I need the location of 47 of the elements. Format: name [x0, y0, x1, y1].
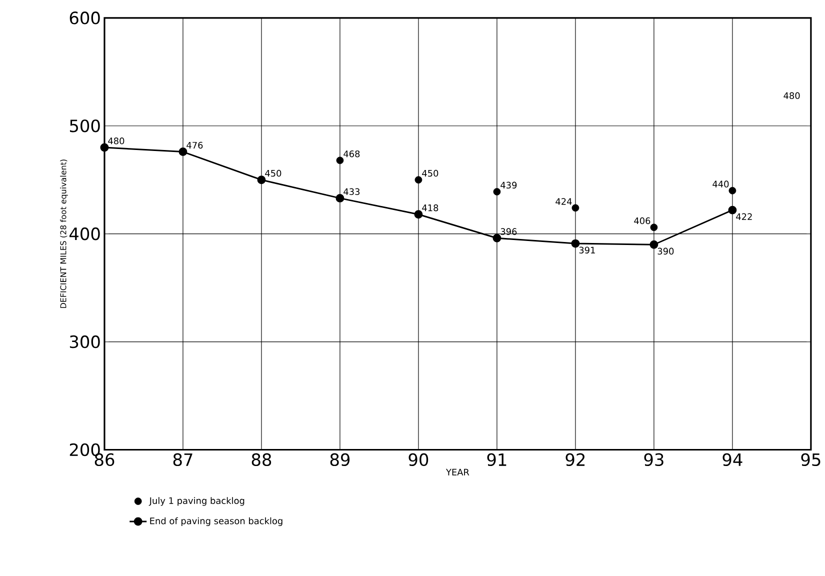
point	[257, 176, 266, 184]
point	[414, 210, 423, 219]
point	[178, 148, 188, 156]
data-label: 390	[658, 248, 674, 255]
point	[493, 188, 501, 196]
point	[572, 204, 580, 212]
x-tick-label: 90	[408, 453, 428, 466]
point	[336, 194, 344, 202]
data-label: 440	[712, 180, 729, 188]
x-tick-label: 88	[252, 453, 272, 466]
data-label: 422	[736, 213, 752, 220]
point	[728, 206, 737, 214]
legend-label: July 1 paving backlog	[148, 497, 244, 506]
y-tick-label: 400	[70, 227, 100, 240]
annotation: 480	[784, 92, 800, 99]
x-tick-label: 87	[173, 453, 192, 466]
data-label: 480	[108, 137, 124, 144]
point	[100, 143, 109, 152]
y-tick-label: 500	[70, 119, 100, 132]
data-label: 439	[500, 182, 517, 188]
y-tick-label: 300	[70, 335, 100, 348]
data-label: 433	[344, 188, 360, 195]
x-tick-label: 95	[801, 453, 820, 466]
data-label: 396	[500, 228, 517, 235]
x-axis-title: YEAR	[446, 468, 470, 476]
point	[336, 156, 344, 164]
data-label: 468	[344, 150, 360, 158]
x-tick-label: 91	[487, 453, 506, 466]
data-label: 450	[265, 170, 282, 177]
data-label: 418	[422, 204, 438, 212]
data-label: 406	[634, 217, 650, 224]
data-label: 424	[556, 198, 572, 205]
point	[728, 186, 736, 194]
point	[650, 240, 658, 249]
data-label: 450	[422, 170, 438, 177]
point	[571, 239, 580, 248]
x-tick-label: 93	[644, 453, 664, 466]
point	[650, 224, 658, 231]
legend-label: End of paving season backlog	[150, 517, 282, 526]
point	[414, 176, 422, 184]
point	[492, 234, 502, 242]
data-label: 391	[579, 246, 595, 254]
x-tick-label: 94	[722, 453, 742, 466]
x-tick-label: 92	[566, 453, 585, 466]
x-tick-label: 89	[330, 453, 350, 466]
y-tick-label: 600	[70, 11, 100, 24]
data-label: 476	[186, 142, 203, 149]
